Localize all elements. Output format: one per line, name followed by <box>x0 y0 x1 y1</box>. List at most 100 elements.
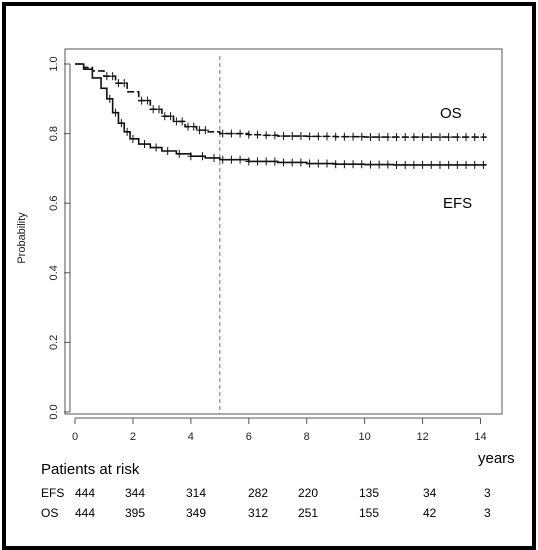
efs-censor-mark <box>436 160 444 169</box>
x-tick-label: 10 <box>359 431 371 443</box>
efs-censor-mark <box>117 119 125 128</box>
efs-censor-mark <box>306 159 314 168</box>
efs-censor-mark <box>245 157 253 166</box>
efs-censor-mark <box>323 159 331 168</box>
efs-censor-mark <box>471 160 479 169</box>
os-curve <box>75 63 487 138</box>
efs-censor-mark <box>349 160 357 169</box>
os-censor-mark <box>109 72 117 81</box>
risk-value: 3 <box>484 506 491 520</box>
efs-censor-mark <box>210 153 218 162</box>
os-censor-mark <box>227 129 235 138</box>
y-axis-label: Probability <box>16 212 28 264</box>
x-tick-label: 14 <box>474 431 486 443</box>
efs-censor-mark <box>297 158 305 167</box>
os-censor-mark <box>178 117 186 126</box>
efs-censor-mark <box>314 159 322 168</box>
efs-censor-mark <box>175 149 183 158</box>
os-censor-mark <box>288 132 296 141</box>
os-censor-mark <box>462 133 470 142</box>
os-curve-label: OS <box>440 105 462 122</box>
os-censor-mark <box>245 130 253 139</box>
efs-censor-mark <box>358 160 366 169</box>
os-censor-mark <box>471 133 479 142</box>
os-censor-mark <box>340 132 348 141</box>
os-censor-mark <box>201 126 209 135</box>
os-censor-mark <box>167 112 175 121</box>
efs-censor-mark <box>141 140 149 149</box>
x-axis-label: years <box>478 450 515 467</box>
risk-value: 314 <box>186 486 206 500</box>
series-layer <box>75 63 487 169</box>
efs-censor-mark <box>401 160 409 169</box>
efs-censor-mark <box>445 160 453 169</box>
os-censor-mark <box>401 133 409 142</box>
os-censor-mark <box>253 130 261 139</box>
efs-curve <box>75 63 487 166</box>
risk-value: 444 <box>75 486 95 500</box>
risk-value: 395 <box>125 506 145 520</box>
efs-censor-mark <box>123 127 131 136</box>
efs-censor-mark <box>340 160 348 169</box>
efs-censor-mark <box>187 152 195 161</box>
efs-censor-mark <box>479 160 487 169</box>
x-tick-label: 12 <box>416 431 428 443</box>
os-censor-mark <box>190 122 198 131</box>
risk-value: 42 <box>423 506 437 520</box>
os-censor-mark <box>445 133 453 142</box>
os-censor-mark <box>262 131 270 140</box>
x-tick-label: 8 <box>304 431 310 443</box>
risk-value: 282 <box>248 486 268 500</box>
risk-value: 155 <box>359 506 379 520</box>
y-tick-label: 1.0 <box>48 56 60 71</box>
os-censor-mark <box>155 105 163 114</box>
efs-censor-mark <box>366 160 374 169</box>
efs-censor-mark <box>332 160 340 169</box>
os-censor-mark <box>366 133 374 142</box>
os-censor-mark <box>323 132 331 141</box>
os-censor-mark <box>332 132 340 141</box>
efs-censor-mark <box>410 160 418 169</box>
x-tick-label: 6 <box>246 431 252 443</box>
risk-row-label: OS <box>41 506 58 520</box>
efs-censor-mark <box>271 157 279 166</box>
efs-censor-mark <box>164 147 172 155</box>
os-censor-mark <box>479 133 487 142</box>
y-tick-label: 0.2 <box>48 335 60 350</box>
axes-layer: 0 2 4 6 8 10 12 14 0.0 0.2 0.4 0.6 0.8 1.0 <box>48 56 487 443</box>
y-tick-label: 0.6 <box>48 196 60 211</box>
os-censor-mark <box>384 133 392 142</box>
risk-value: 349 <box>186 506 206 520</box>
os-censor-mark <box>393 133 401 142</box>
os-censor-mark <box>143 96 151 105</box>
y-tick-label: 0.4 <box>48 265 60 280</box>
risk-table-title: Patients at risk <box>41 461 140 478</box>
efs-censor-mark <box>106 94 114 103</box>
efs-censor-mark <box>227 155 235 164</box>
os-censor-mark <box>375 133 383 142</box>
os-censor-mark <box>358 132 366 141</box>
risk-row-label: EFS <box>41 486 64 500</box>
x-tick-label: 4 <box>188 431 194 443</box>
risk-table: EFS 444 344 314 282 220 135 34 3 OS 444 395 349 312 25… <box>41 486 491 520</box>
efs-censor-mark <box>112 108 120 117</box>
os-censor-mark <box>236 129 244 138</box>
risk-value: 34 <box>423 486 437 500</box>
os-censor-mark <box>271 131 279 140</box>
risk-value: 344 <box>125 486 145 500</box>
os-censor-mark <box>453 133 461 142</box>
os-censor-mark <box>419 133 427 142</box>
efs-curve-label: EFS <box>443 195 472 212</box>
os-censor-mark <box>410 133 418 142</box>
efs-censor-mark <box>427 160 435 169</box>
efs-censor-mark <box>384 160 392 169</box>
y-tick-label: 0.8 <box>48 126 60 141</box>
efs-censor-mark <box>288 158 296 167</box>
efs-censor-mark <box>419 160 427 169</box>
efs-censor-mark <box>462 160 470 169</box>
os-censor-mark <box>306 132 314 141</box>
efs-censor-mark <box>198 152 206 161</box>
y-tick-label: 0.0 <box>48 404 60 419</box>
risk-value: 3 <box>484 486 491 500</box>
